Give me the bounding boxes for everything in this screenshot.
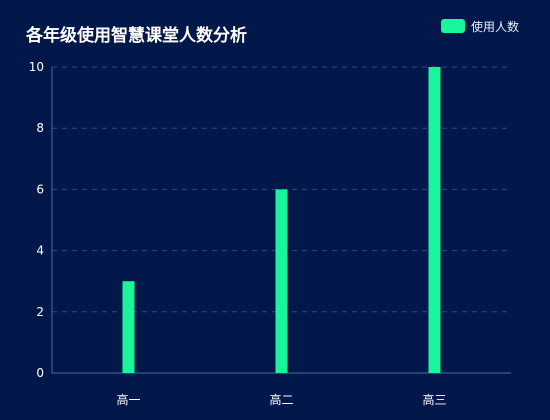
legend-label: 使用人数: [471, 19, 519, 34]
legend[interactable]: 使用人数: [441, 19, 519, 34]
y-tick-label-5: 10: [29, 60, 44, 74]
y-tick-label-2: 4: [36, 244, 44, 258]
bar-1[interactable]: [275, 189, 288, 373]
x-tick-label-0: 高一: [116, 392, 140, 407]
bars: [122, 67, 441, 373]
y-tick-label-3: 6: [36, 182, 44, 196]
tick-labels: 0 2 4 6 8 10 高一 高二 高三: [29, 60, 447, 407]
x-tick-label-2: 高三: [422, 392, 446, 407]
y-tick-label-4: 8: [36, 121, 44, 135]
legend-swatch: [441, 19, 465, 33]
x-tick-label-1: 高二: [269, 392, 293, 407]
bar-0[interactable]: [122, 281, 135, 373]
y-tick-label-0: 0: [36, 366, 44, 380]
bar-2[interactable]: [428, 67, 441, 373]
y-tick-label-1: 2: [36, 305, 44, 319]
chart-title: 各年级使用智慧课堂人数分析: [25, 25, 247, 46]
